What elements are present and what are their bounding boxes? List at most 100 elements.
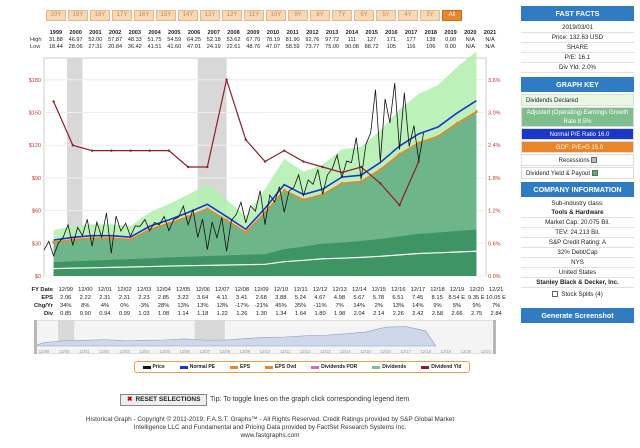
chg-cell: -3% xyxy=(138,303,150,309)
legend-tip: Tip: To toggle lines on the graph click … xyxy=(210,396,410,403)
period-tab[interactable]: 20Y xyxy=(46,10,66,21)
eps-label: EPS xyxy=(41,295,53,301)
fy-date-cell: 12/07 xyxy=(215,287,230,293)
fy-date-cell: 12/10 xyxy=(273,287,289,293)
fy-date-cell: 12/03 xyxy=(136,287,152,293)
navigator-tick-label: 12/11 xyxy=(280,349,291,354)
eps-cell: 4.67 xyxy=(314,295,326,301)
stock-splits[interactable]: Stock Splits (4) xyxy=(521,290,634,300)
dividend-yield-point xyxy=(417,160,420,163)
year-cell: 2005 xyxy=(168,30,181,36)
high-cell: N/A xyxy=(465,37,475,43)
period-tab[interactable]: 10Y xyxy=(266,10,286,21)
legend-item[interactable]: Price xyxy=(142,364,165,370)
period-tab[interactable]: 8Y xyxy=(310,10,330,21)
expand-icon[interactable] xyxy=(552,291,559,298)
legend-item[interactable]: Normal PE xyxy=(179,364,215,370)
navigator-handle-right[interactable] xyxy=(493,320,496,354)
period-tab[interactable]: 16Y xyxy=(134,10,154,21)
eps-cell: 9.35 E xyxy=(467,295,485,301)
chg-cell: 13% xyxy=(216,303,229,309)
year-cell: 1999 xyxy=(49,30,63,36)
period-tab[interactable]: 4Y xyxy=(398,10,418,21)
eps-cell: 2.85 xyxy=(157,295,170,301)
key-gdf[interactable]: GDF: P/E=G 15.0 xyxy=(521,141,634,153)
key-dividend-yield[interactable]: Dividend Yield & Payout xyxy=(521,167,634,179)
div-cell: 1.30 xyxy=(255,311,268,317)
period-tab[interactable]: 14Y xyxy=(178,10,198,21)
y2-tick-label: 2.4% xyxy=(488,143,501,149)
fy-date-cell: 12/11 xyxy=(293,287,308,293)
year-cell: 2017 xyxy=(404,30,418,36)
legend-item[interactable]: Dividends POR xyxy=(311,364,357,370)
div-cell: 2.42 xyxy=(412,311,424,317)
range-navigator[interactable]: 12/99 12/00 12/01 12/02 12/03 12/04 12/05 12/06… xyxy=(34,320,496,354)
navigator-tick-label: 12/05 xyxy=(159,349,170,354)
checkbox-icon[interactable] xyxy=(591,170,598,177)
eps-cell: 2.06 xyxy=(60,295,72,301)
y-tick-label: $0 xyxy=(35,274,41,280)
eps-cell: 5.78 xyxy=(372,295,385,301)
y2-tick-label: 1.2% xyxy=(488,209,501,215)
fy-date-cell: 12/08 xyxy=(234,287,250,293)
year-cell: 2015 xyxy=(365,30,378,36)
legend-item[interactable]: Dividends xyxy=(372,364,406,370)
eps-cell: 5.24 xyxy=(294,295,306,301)
period-tab[interactable]: 18Y xyxy=(90,10,110,21)
eps-cell: 6.51 xyxy=(392,295,404,301)
copyright-link[interactable]: www.fastgraphs.com xyxy=(240,432,300,439)
high-cell: 31.88 xyxy=(48,37,63,43)
credit-rating: S&P Credit Rating: A xyxy=(521,238,634,248)
normal-pe-line xyxy=(53,100,477,241)
fy-date-cell: 12/99 xyxy=(58,287,74,293)
period-tab[interactable]: 19Y xyxy=(68,10,88,21)
legend-item[interactable]: Dividend Yld xyxy=(421,364,461,370)
key-operating-earnings[interactable]: Adjusted (Operating) Earnings Growth Rat… xyxy=(521,107,634,127)
period-tab[interactable]: 6Y xyxy=(354,10,374,21)
chg-label: Chg/Yr xyxy=(33,303,53,309)
y2-tick-label: 3.0% xyxy=(488,111,501,117)
year-cell: 2004 xyxy=(148,30,161,36)
dividend-yield-point xyxy=(263,160,267,163)
period-tab[interactable]: 9Y xyxy=(288,10,308,21)
low-cell: 105 xyxy=(386,44,397,50)
period-tab[interactable]: 11Y xyxy=(244,10,264,21)
year-cell: 2010 xyxy=(266,30,280,36)
period-tab[interactable]: 3Y xyxy=(420,10,440,21)
eps-cell: 3.88 xyxy=(275,295,287,301)
eps-point xyxy=(321,193,325,196)
low-cell: 20.84 xyxy=(108,44,123,50)
chg-cell: 9% xyxy=(472,303,481,309)
period-tab[interactable]: 7Y xyxy=(332,10,352,21)
period-tab[interactable]: 5Y xyxy=(376,10,396,21)
chg-cell: 8% xyxy=(81,303,90,309)
generate-screenshot-button[interactable]: Generate Screenshot xyxy=(521,308,634,323)
reset-selections-button[interactable]: ✖ RESET SELECTIONS xyxy=(120,394,208,406)
y-tick-label: $30 xyxy=(32,241,41,247)
key-recessions[interactable]: Recessions xyxy=(521,154,634,166)
earnings-area xyxy=(53,111,477,276)
navigator-tick-label: 12/01 xyxy=(79,349,90,354)
eps-point xyxy=(378,168,382,171)
navigator-handle-left[interactable] xyxy=(34,320,37,354)
fy-date-cell: 12/17 xyxy=(410,287,426,293)
dividend-yield-point xyxy=(340,171,344,174)
period-tab[interactable]: 15Y xyxy=(156,10,176,21)
debt-cap: 32% Debt/Cap xyxy=(521,248,634,258)
eps-cell: 3.22 xyxy=(177,295,189,301)
legend-item[interactable]: EPS xyxy=(230,364,250,370)
dividend-yield-point xyxy=(167,149,171,152)
period-tab[interactable]: All xyxy=(442,10,462,21)
fy-date-cell: 12/14 xyxy=(351,287,367,293)
key-normal-pe[interactable]: Normal P/E Ratio 16.0 xyxy=(521,128,634,140)
key-dividends[interactable]: Dividends Declared xyxy=(521,94,634,106)
period-tab[interactable]: 17Y xyxy=(112,10,132,21)
chg-cell: 5% xyxy=(452,303,462,309)
dividend-yield-point xyxy=(110,149,113,152)
eps-point xyxy=(205,207,209,211)
low-cell: 41.51 xyxy=(147,44,162,50)
period-tab[interactable]: 13Y xyxy=(200,10,220,21)
legend-item[interactable]: EPS Ovd xyxy=(265,364,296,370)
period-tab[interactable]: 12Y xyxy=(222,10,242,21)
eps-cell: 2.23 xyxy=(138,295,150,301)
